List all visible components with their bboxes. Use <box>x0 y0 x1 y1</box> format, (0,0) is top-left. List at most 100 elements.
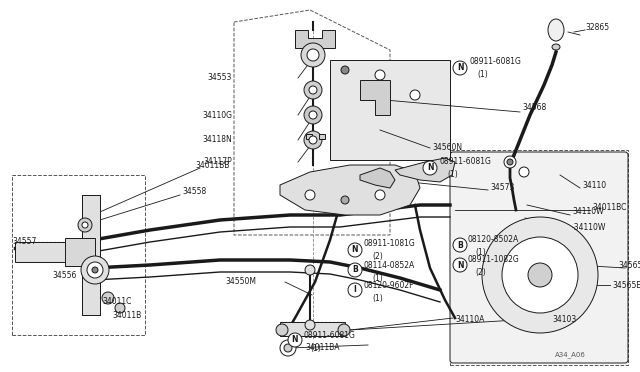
Text: (1): (1) <box>372 273 383 282</box>
Bar <box>15 242 70 262</box>
Text: N: N <box>457 64 463 73</box>
Circle shape <box>307 49 319 61</box>
Bar <box>280 322 345 336</box>
Circle shape <box>341 66 349 74</box>
Circle shape <box>92 267 98 273</box>
Text: (1): (1) <box>310 344 321 353</box>
Circle shape <box>348 243 362 257</box>
Text: 34565E: 34565E <box>612 280 640 289</box>
Text: (1): (1) <box>372 295 383 304</box>
Polygon shape <box>295 30 335 48</box>
Circle shape <box>305 190 315 200</box>
Text: N: N <box>292 336 298 344</box>
Circle shape <box>528 263 552 287</box>
Circle shape <box>81 256 109 284</box>
Text: N: N <box>457 260 463 269</box>
Text: 32865: 32865 <box>585 23 609 32</box>
Circle shape <box>276 324 288 336</box>
Circle shape <box>78 218 92 232</box>
Text: 34110W: 34110W <box>572 208 604 217</box>
Circle shape <box>305 320 315 330</box>
Text: B: B <box>457 241 463 250</box>
Polygon shape <box>330 60 450 160</box>
Text: 34011BC: 34011BC <box>592 203 627 212</box>
Text: N: N <box>427 164 433 173</box>
Bar <box>12 175 145 335</box>
Circle shape <box>288 333 302 347</box>
Text: 08911-1081G: 08911-1081G <box>364 240 416 248</box>
Bar <box>306 134 312 139</box>
Circle shape <box>305 265 315 275</box>
Text: (2): (2) <box>372 253 383 262</box>
Text: 34110A: 34110A <box>455 315 484 324</box>
Text: 34117P: 34117P <box>204 157 232 167</box>
Polygon shape <box>280 165 420 215</box>
Text: (1): (1) <box>447 170 458 180</box>
Text: 34560N: 34560N <box>432 144 462 153</box>
Circle shape <box>102 292 114 304</box>
Text: N: N <box>352 246 358 254</box>
Circle shape <box>338 324 350 336</box>
Circle shape <box>304 106 322 124</box>
Text: 34557: 34557 <box>12 237 36 247</box>
Text: 34568: 34568 <box>522 103 547 112</box>
Circle shape <box>304 131 322 149</box>
Polygon shape <box>395 158 455 182</box>
Text: 34011C: 34011C <box>102 298 131 307</box>
Circle shape <box>280 340 296 356</box>
Circle shape <box>309 111 317 119</box>
Circle shape <box>348 263 362 277</box>
Text: 34558: 34558 <box>182 187 206 196</box>
Text: B: B <box>352 266 358 275</box>
Circle shape <box>375 190 385 200</box>
Polygon shape <box>360 80 390 115</box>
Text: 08911-6081G: 08911-6081G <box>303 331 355 340</box>
Text: 08911-1082G: 08911-1082G <box>468 256 520 264</box>
Circle shape <box>453 258 467 272</box>
Circle shape <box>504 156 516 168</box>
Circle shape <box>115 303 125 313</box>
Polygon shape <box>360 168 395 188</box>
Circle shape <box>284 344 292 352</box>
FancyBboxPatch shape <box>450 152 628 363</box>
Circle shape <box>82 222 88 228</box>
Text: (1): (1) <box>477 71 488 80</box>
Circle shape <box>502 237 578 313</box>
Text: -34110W: -34110W <box>572 224 606 232</box>
Circle shape <box>423 161 437 175</box>
Bar <box>450 150 628 365</box>
Text: 08911-6081G: 08911-6081G <box>440 157 492 167</box>
Circle shape <box>482 217 598 333</box>
Text: I: I <box>353 285 356 295</box>
Text: 08120-9602F: 08120-9602F <box>364 282 415 291</box>
Text: (2): (2) <box>475 269 486 278</box>
Text: 34011BB: 34011BB <box>195 160 229 170</box>
Text: (1): (1) <box>475 248 486 257</box>
Text: 08911-6081G: 08911-6081G <box>470 58 522 67</box>
Bar <box>82 195 100 315</box>
Circle shape <box>304 81 322 99</box>
Text: 34553: 34553 <box>207 74 232 83</box>
Text: 08114-0852A: 08114-0852A <box>364 260 415 269</box>
Circle shape <box>375 70 385 80</box>
Circle shape <box>301 43 325 67</box>
Bar <box>65 238 95 266</box>
Circle shape <box>309 136 317 144</box>
Bar <box>319 134 325 139</box>
Ellipse shape <box>548 19 564 41</box>
Text: 34103: 34103 <box>552 315 576 324</box>
Circle shape <box>348 283 362 297</box>
Text: 34110: 34110 <box>582 180 606 189</box>
Circle shape <box>519 167 529 177</box>
Text: 34550M: 34550M <box>225 278 256 286</box>
Text: 34573: 34573 <box>490 183 515 192</box>
Circle shape <box>507 159 513 165</box>
Circle shape <box>453 238 467 252</box>
Circle shape <box>309 86 317 94</box>
Circle shape <box>453 61 467 75</box>
Text: 34556: 34556 <box>52 270 76 279</box>
Text: 08120-8502A: 08120-8502A <box>468 235 519 244</box>
Text: 34110G: 34110G <box>202 110 232 119</box>
Ellipse shape <box>552 44 560 50</box>
Circle shape <box>341 196 349 204</box>
